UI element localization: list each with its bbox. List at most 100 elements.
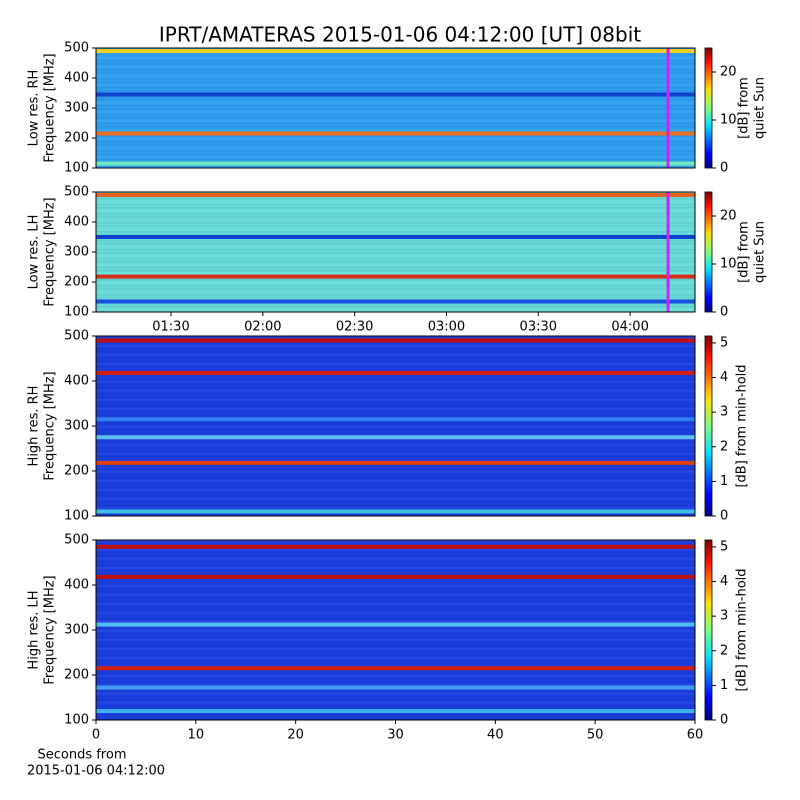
spectrogram-texture	[96, 621, 695, 623]
bright-line	[96, 460, 695, 465]
y-tick-label: 400	[64, 215, 89, 230]
spectrogram-texture	[96, 705, 695, 707]
colorbar-tick-label: 3	[720, 405, 728, 420]
spectrogram-texture	[96, 87, 695, 89]
spectrogram-texture	[96, 75, 695, 77]
spectrogram-texture	[96, 480, 695, 482]
spectrogram-texture	[96, 441, 695, 443]
colorbar-tick-label: 20	[720, 65, 737, 80]
spectrogram-texture	[96, 366, 695, 368]
bright-line	[96, 49, 695, 53]
bright-line	[96, 92, 695, 97]
spectrogram-texture	[96, 396, 695, 398]
y-tick-label: 200	[64, 464, 89, 479]
y-tick-label: 400	[64, 374, 89, 389]
spectrogram-texture	[96, 243, 695, 245]
y-tick-label: 300	[64, 623, 89, 638]
spectrogram-texture	[96, 135, 695, 137]
colorbar-tick-label: 10	[720, 257, 737, 272]
spectrogram-texture	[96, 201, 695, 203]
colorbar-tick-label: 3	[720, 609, 728, 624]
spectrogram-texture	[96, 558, 695, 560]
x-tick-label: 04:00	[611, 320, 648, 335]
spectrogram-texture	[96, 585, 695, 587]
y-tick-label: 300	[64, 419, 89, 434]
spectrogram-texture	[96, 414, 695, 416]
spectrogram-texture	[96, 663, 695, 665]
spectrogram-texture	[96, 48, 695, 50]
spectrogram-texture	[96, 645, 695, 647]
spectrogram-texture	[96, 501, 695, 503]
spectrogram-texture	[96, 351, 695, 353]
spectrogram-texture	[96, 342, 695, 344]
x-tick-label: 30	[387, 728, 404, 743]
spectrogram-texture	[96, 153, 695, 155]
spectrogram-texture	[96, 192, 695, 194]
spectrogram-texture	[96, 105, 695, 107]
spectrogram-texture	[96, 447, 695, 449]
spectrogram-texture	[96, 249, 695, 251]
spectrogram-texture	[96, 156, 695, 158]
y-axis-label: Low res. RH	[27, 70, 42, 147]
spectrogram-texture	[96, 540, 695, 542]
bright-line	[96, 574, 695, 579]
spectrogram-texture	[96, 444, 695, 446]
spectrogram-texture	[96, 72, 695, 74]
spectrogram-texture	[96, 279, 695, 281]
spectrogram-texture	[96, 486, 695, 488]
spectrogram-texture	[96, 120, 695, 122]
bright-line	[96, 193, 695, 197]
colorbar-tick-label: 0	[720, 305, 728, 320]
spectrogram-texture	[96, 114, 695, 116]
y-axis-label: Frequency [MHz]	[43, 197, 58, 306]
spectrogram-texture	[96, 336, 695, 338]
spectrogram-texture	[96, 354, 695, 356]
x-tick-label: 03:30	[520, 320, 557, 335]
spectrogram-texture	[96, 111, 695, 113]
spectrogram-texture	[96, 633, 695, 635]
spectrogram-texture	[96, 381, 695, 383]
spectrogram-texture	[96, 147, 695, 149]
spectrogram-texture	[96, 108, 695, 110]
bright-line	[96, 544, 695, 549]
spectrogram-texture	[96, 606, 695, 608]
spectrogram-texture	[96, 225, 695, 227]
colorbar-label: [dB] from	[737, 221, 752, 283]
bright-line	[96, 370, 695, 375]
spectrogram-texture	[96, 150, 695, 152]
colorbar-label: quiet Sun	[753, 221, 768, 283]
x-tick-label: 60	[687, 728, 704, 743]
colorbar-tick-label: 0	[720, 161, 728, 176]
spectrogram-texture	[96, 63, 695, 65]
spectrogram	[96, 540, 695, 720]
colorbar	[704, 191, 713, 313]
spectrogram-texture	[96, 612, 695, 614]
colorbar-label: [dB] from min-hold	[735, 364, 750, 487]
spectrogram-texture	[96, 258, 695, 260]
y-axis-label: Low res. LH	[27, 215, 42, 290]
spectrogram-texture	[96, 603, 695, 605]
spectrogram-texture	[96, 213, 695, 215]
spectrogram	[96, 48, 695, 168]
y-tick-label: 500	[64, 185, 89, 200]
spectrogram-texture	[96, 564, 695, 566]
bright-line	[96, 685, 695, 690]
spectrogram-texture	[96, 582, 695, 584]
spectrogram-texture	[96, 615, 695, 617]
bright-line	[96, 435, 695, 440]
spectrogram-texture	[96, 471, 695, 473]
spectrogram-texture	[96, 390, 695, 392]
y-axis-label: High res. RH	[27, 386, 42, 467]
spectrogram-texture	[96, 684, 695, 686]
spectrogram-texture	[96, 81, 695, 83]
spectrogram-texture	[96, 231, 695, 233]
spectrogram-texture	[96, 234, 695, 236]
spectrogram-texture	[96, 267, 695, 269]
spectrogram-texture	[96, 642, 695, 644]
spectrogram-texture	[96, 465, 695, 467]
bright-line	[96, 299, 695, 304]
spectrogram-texture	[96, 408, 695, 410]
spectrogram-texture	[96, 402, 695, 404]
y-axis-label: Frequency [MHz]	[43, 53, 58, 162]
spectrogram-texture	[96, 219, 695, 221]
